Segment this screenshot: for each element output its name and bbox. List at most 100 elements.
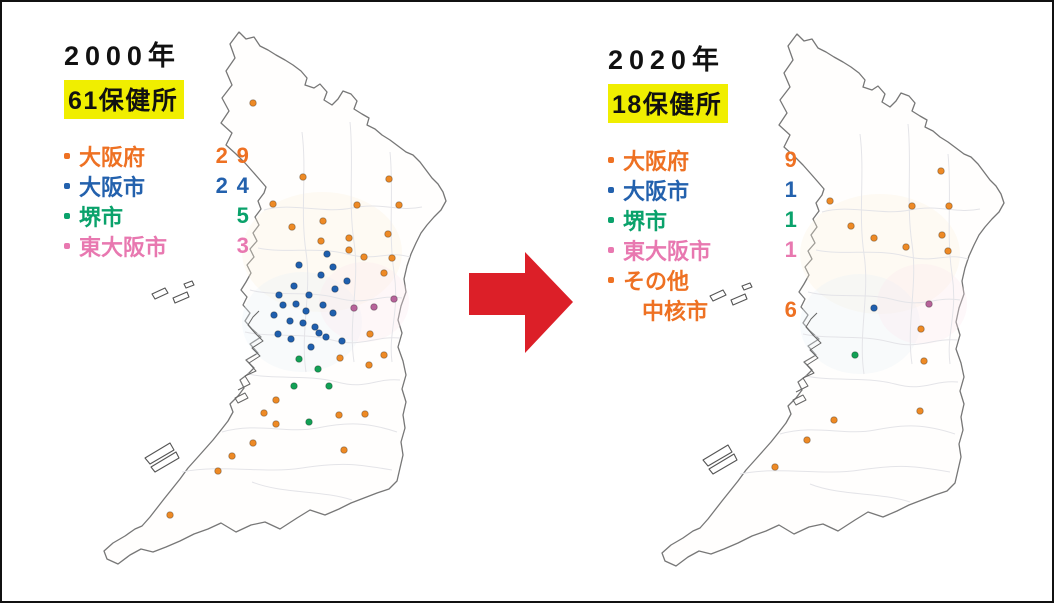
- left-health-center-dot-orange: [345, 234, 353, 242]
- legend-row-other: その他: [608, 265, 798, 295]
- right-health-center-dot-orange: [945, 202, 953, 210]
- left-health-center-dot-blue: [279, 301, 287, 309]
- left-health-center-dot-orange: [380, 351, 388, 359]
- left-health-center-dot-orange: [385, 175, 393, 183]
- left-health-center-dot-orange: [272, 396, 280, 404]
- legend-count: 1: [784, 237, 806, 262]
- right-health-center-dot-orange: [944, 247, 952, 255]
- right-health-center-dot-orange: [826, 197, 834, 205]
- left-health-center-dot-blue: [315, 329, 323, 337]
- left-health-center-dot-orange: [249, 99, 257, 107]
- bullet-icon: [64, 153, 70, 159]
- left-health-center-dot-orange: [361, 410, 369, 418]
- right-health-center-dot-blue: [870, 304, 878, 312]
- legend-label: 東大阪市: [79, 235, 168, 260]
- left-health-center-dot-orange: [260, 409, 268, 417]
- right-health-center-dot-orange: [830, 416, 838, 424]
- right-health-center-dot-orange: [920, 357, 928, 365]
- bullet-icon: [608, 187, 614, 193]
- left-health-center-dot-blue: [319, 301, 327, 309]
- right-health-center-dot-orange: [937, 167, 945, 175]
- left-health-center-dot-orange: [299, 173, 307, 181]
- bullet-icon: [64, 243, 70, 249]
- left-health-center-dot-orange: [272, 420, 280, 428]
- legend-count: 3: [236, 233, 258, 258]
- right-health-center-dot-pink: [925, 300, 933, 308]
- left-health-center-dot-orange: [319, 217, 327, 225]
- left-health-center-dot-blue: [275, 291, 283, 299]
- right-health-center-dot-orange: [803, 436, 811, 444]
- left-health-center-dot-pink: [390, 295, 398, 303]
- legend-label: 大阪府: [79, 145, 146, 170]
- legend-count: 6: [784, 297, 806, 322]
- left-health-center-dot-blue: [307, 343, 315, 351]
- left-health-center-dot-orange: [366, 330, 374, 338]
- left-health-center-dot-blue: [323, 250, 331, 258]
- legend-label: その他: [623, 269, 690, 294]
- left-health-center-dot-orange: [166, 511, 174, 519]
- health-center-dots-layer: [166, 99, 953, 519]
- left-health-center-dot-blue: [290, 282, 298, 290]
- left-health-center-dot-orange: [335, 411, 343, 419]
- left-health-center-dot-orange: [336, 354, 344, 362]
- right-health-center-dot-orange: [917, 325, 925, 333]
- left-health-center-dot-blue: [329, 309, 337, 317]
- bullet-icon: [64, 183, 70, 189]
- left-health-center-dot-orange: [353, 201, 361, 209]
- left-health-center-dot-blue: [329, 263, 337, 271]
- legend-count: 1: [784, 177, 806, 202]
- legend-count: 29: [215, 143, 258, 168]
- left-health-center-dot-blue: [338, 337, 346, 345]
- left-health-center-dot-orange: [345, 246, 353, 254]
- left-health-center-dot-blue: [287, 335, 295, 343]
- left-health-center-dot-pink: [350, 304, 358, 312]
- total-count-badge-2000: 61保健所: [64, 80, 185, 119]
- left-health-center-dot-orange: [365, 361, 373, 369]
- left-health-center-dot-blue: [311, 323, 319, 331]
- left-health-center-dot-blue: [302, 307, 310, 315]
- legend-label: 大阪府: [623, 149, 690, 174]
- legend-label: 東大阪市: [623, 239, 712, 264]
- left-health-center-dot-blue: [274, 330, 282, 338]
- legend-row-sakai-city: 堺市 5: [64, 201, 250, 231]
- bullet-icon: [608, 157, 614, 163]
- left-health-center-dot-blue: [299, 319, 307, 327]
- bullet-icon: [608, 277, 614, 283]
- legend-row-osaka-pref: 大阪府 9: [608, 145, 798, 175]
- left-health-center-dot-blue: [292, 300, 300, 308]
- year-title-2020: 2020年: [608, 45, 725, 75]
- left-health-center-dot-green: [314, 365, 322, 373]
- legend-row-osaka-city: 大阪市 1: [608, 175, 798, 205]
- left-health-center-dot-orange: [360, 253, 368, 261]
- bullet-icon: [64, 213, 70, 219]
- bullet-icon: [608, 247, 614, 253]
- left-health-center-dot-orange: [317, 237, 325, 245]
- right-health-center-dot-orange: [870, 234, 878, 242]
- left-health-center-dot-orange: [228, 452, 236, 460]
- left-health-center-dot-green: [290, 382, 298, 390]
- legend-label: 中核市: [642, 299, 709, 324]
- bullet-icon: [608, 217, 614, 223]
- left-health-center-dot-orange: [388, 254, 396, 262]
- legend-label: 大阪市: [79, 175, 146, 200]
- left-health-center-dot-orange: [269, 200, 277, 208]
- left-health-center-dot-green: [325, 382, 333, 390]
- right-health-center-dot-orange: [916, 407, 924, 415]
- legend-count: 1: [784, 207, 806, 232]
- left-health-center-dot-blue: [331, 285, 339, 293]
- legend-count: 24: [215, 173, 258, 198]
- left-health-center-dot-blue: [305, 291, 313, 299]
- legend-row-higashiosaka-city: 東大阪市 3: [64, 231, 250, 261]
- left-health-center-dot-orange: [395, 201, 403, 209]
- left-health-center-dot-blue: [343, 277, 351, 285]
- left-health-center-dot-orange: [380, 269, 388, 277]
- left-health-center-dot-blue: [322, 333, 330, 341]
- left-health-center-dot-blue: [295, 261, 303, 269]
- legend-label: 堺市: [623, 209, 668, 234]
- left-health-center-dot-orange: [249, 439, 257, 447]
- legend-panel-2000: 2000年 61保健所 大阪府 29 大阪市 24 堺市 5 東大阪市 3: [64, 34, 250, 261]
- right-health-center-dot-orange: [771, 463, 779, 471]
- total-count-badge-2020: 18保健所: [608, 84, 729, 123]
